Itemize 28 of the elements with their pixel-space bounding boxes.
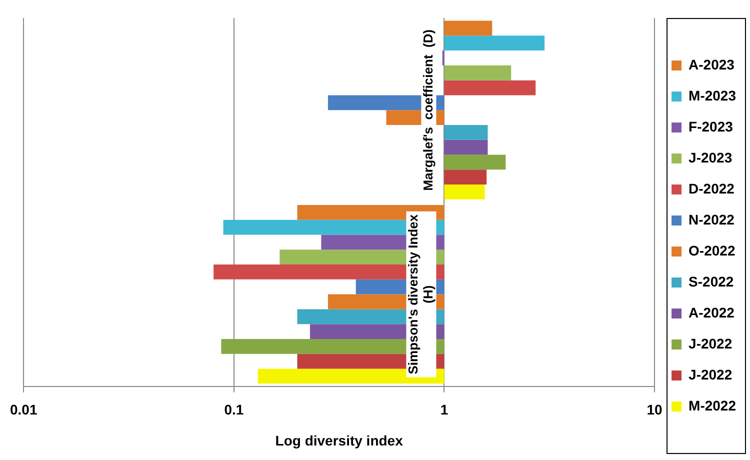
legend-label: J-2022 [688, 335, 732, 352]
bar [444, 140, 488, 155]
legend-label: D-2022 [688, 180, 735, 196]
bar [444, 154, 506, 170]
bar [444, 20, 492, 36]
bar [444, 65, 512, 80]
x-tick-label: 10 [646, 402, 663, 418]
x-tick-label: 0.01 [10, 402, 38, 418]
bar [444, 170, 487, 185]
bar [444, 36, 545, 51]
legend-label: O-2022 [688, 242, 736, 258]
bar [444, 80, 536, 96]
legend-label: A-2023 [688, 56, 735, 72]
legend-label: M-2022 [688, 397, 736, 414]
y-tick-label: Simpson's diversity Index (H) [405, 214, 436, 374]
legend-label: M-2023 [688, 87, 736, 104]
x-tick-label: 0.1 [224, 402, 244, 418]
legend-label: F-2023 [688, 118, 734, 134]
legend-label: S-2022 [688, 273, 734, 290]
legend-label: J-2023 [688, 149, 732, 166]
legend-label: A-2022 [688, 304, 735, 320]
y-tick-label: Margalef's coefficient (D) [420, 29, 436, 191]
legend-label: N-2022 [688, 211, 735, 228]
x-tick-label: 1 [440, 402, 448, 418]
x-axis-title: Log diversity index [275, 432, 404, 448]
bar [444, 124, 488, 140]
bar [444, 184, 485, 200]
legend-label: J-2022 [688, 366, 732, 382]
